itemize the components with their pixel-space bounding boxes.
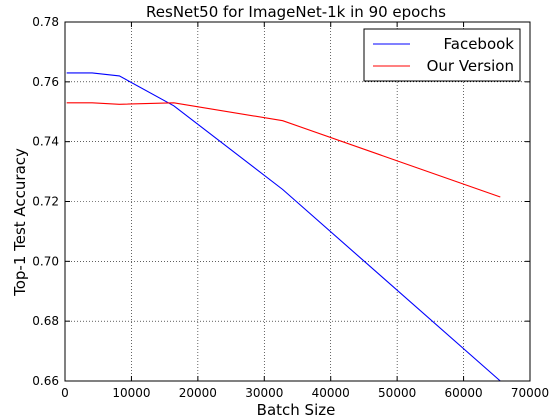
y-tick-label: 0.66 — [32, 374, 59, 388]
x-tick-label: 0 — [61, 386, 69, 400]
legend: Facebook Our Version — [363, 28, 521, 82]
x-tick-label: 10000 — [112, 386, 150, 400]
x-tick-label: 50000 — [378, 386, 416, 400]
data-series — [66, 72, 501, 382]
grid-lines — [65, 22, 530, 381]
x-axis-label: Batch Size — [257, 401, 336, 419]
series-line-our-version — [66, 102, 501, 198]
x-tick-label: 20000 — [179, 386, 217, 400]
axis-ticks: 0 10000 20000 30000 40000 50000 60000 70000 0.66… — [32, 15, 549, 400]
y-tick-label: 0.72 — [32, 195, 59, 209]
y-tick-label: 0.78 — [32, 15, 59, 29]
x-tick-label: 70000 — [511, 386, 549, 400]
x-tick-label: 60000 — [444, 386, 482, 400]
y-axis-label: Top-1 Test Accuracy — [11, 148, 29, 297]
legend-label: Our Version — [427, 57, 514, 75]
y-tick-label: 0.70 — [32, 254, 59, 268]
y-tick-label: 0.74 — [32, 135, 59, 149]
series-line-facebook — [66, 72, 501, 382]
y-tick-label: 0.68 — [32, 314, 59, 328]
x-tick-label: 40000 — [312, 386, 350, 400]
legend-box — [363, 28, 521, 82]
y-tick-label: 0.76 — [32, 75, 59, 89]
x-tick-label: 30000 — [245, 386, 283, 400]
chart-title: ResNet50 for ImageNet-1k in 90 epochs — [146, 3, 446, 21]
legend-label: Facebook — [444, 35, 515, 53]
